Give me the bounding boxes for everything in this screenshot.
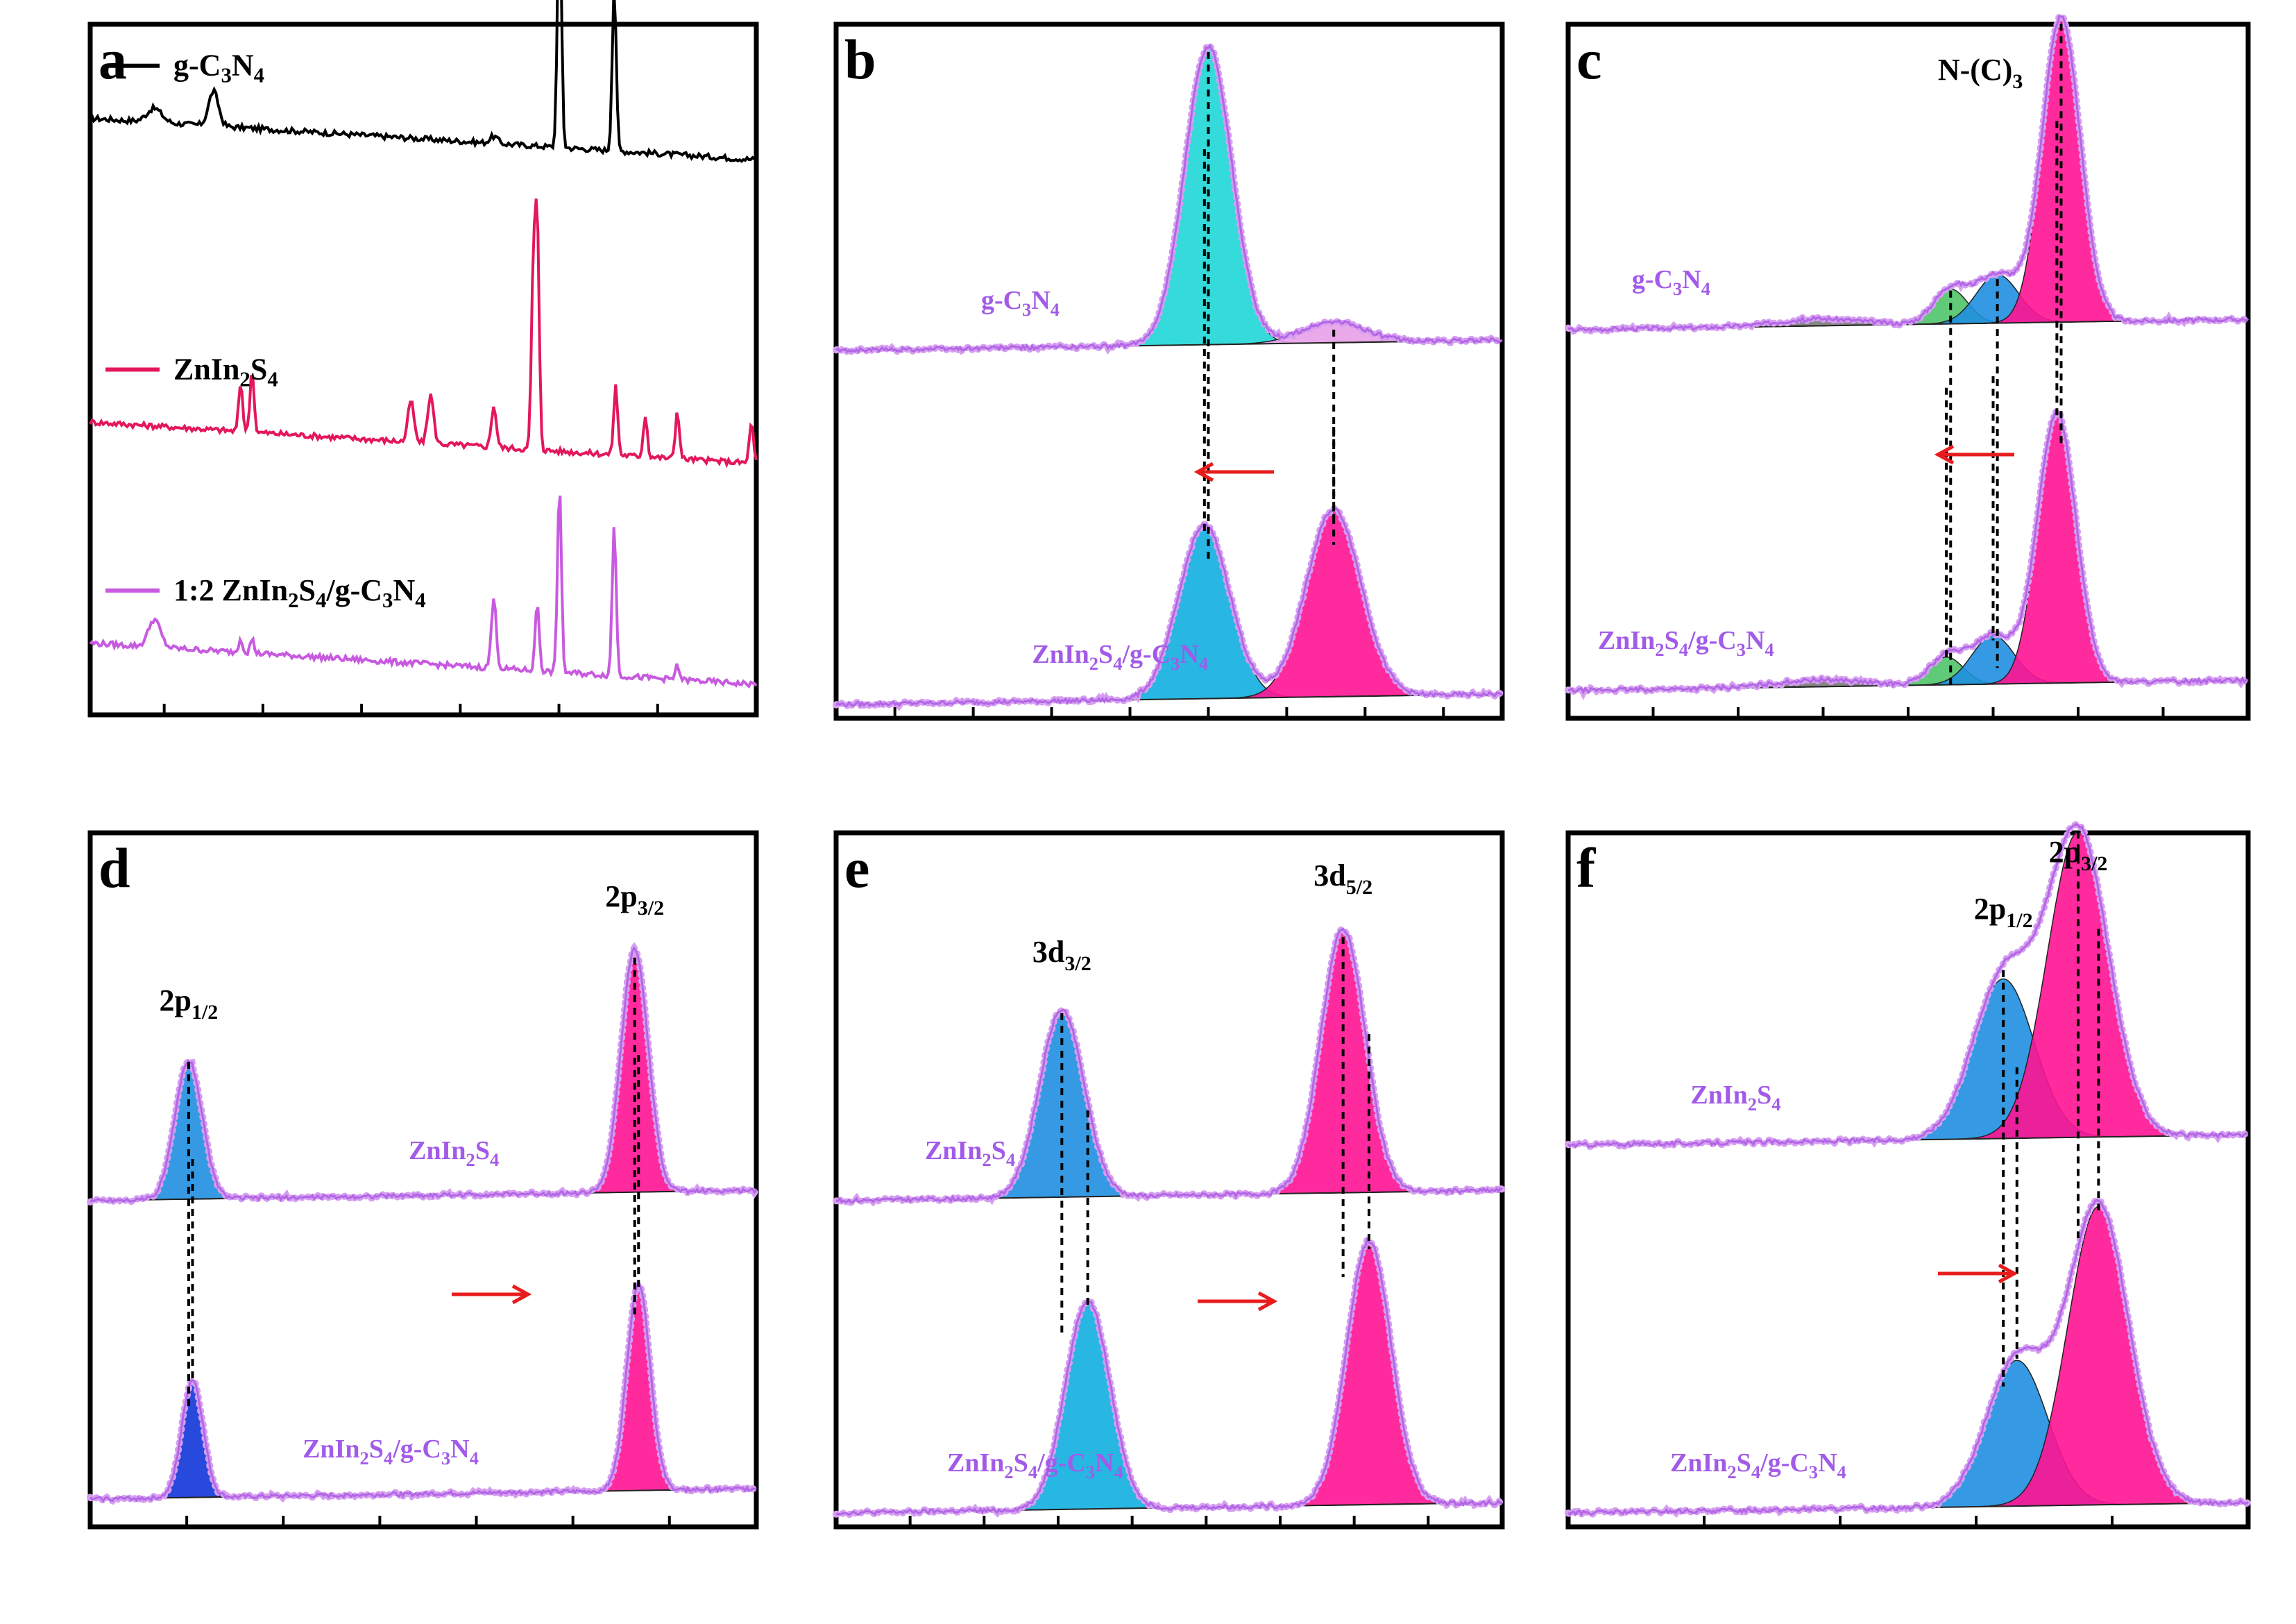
- plot-frame: [833, 22, 1505, 721]
- series-label: ZnIn2S4/g-C3N4: [947, 1448, 1123, 1482]
- shift-arrow: [1198, 1291, 1278, 1312]
- legend-label: g-C3N4: [173, 49, 264, 87]
- assignment-label: 3d5/2: [1313, 858, 1372, 899]
- envelope-line: [835, 43, 1503, 354]
- panel-letter: e: [844, 836, 869, 899]
- fit-component: [835, 45, 1503, 351]
- plot-frame: [87, 830, 759, 1530]
- series-label: ZnIn2S4: [925, 1136, 1015, 1170]
- envelope-line: [89, 1283, 757, 1503]
- panel-letter: d: [99, 836, 130, 899]
- panel-letter: f: [1576, 836, 1597, 899]
- assignment-label: 2p3/2: [2049, 835, 2108, 875]
- series-label: ZnIn2S4: [409, 1136, 499, 1170]
- legend-label: 1:2 ZnIn2S4/g-C3N4: [173, 573, 426, 612]
- fit-component: [835, 1240, 1503, 1514]
- fit-component: [1567, 831, 2249, 1146]
- assignment-label: 2p1/2: [159, 983, 218, 1024]
- raw-data-markers: [1565, 820, 2252, 1153]
- panel-c: c g-C3N4 ZnIn2S4/g-C3N4 N-(C)3: [1565, 12, 2252, 721]
- panel-letter: b: [844, 28, 876, 91]
- shift-arrow: [1934, 444, 2014, 465]
- series-label: ZnIn2S4/g-C3N4: [1598, 626, 1774, 660]
- plot-frame: [87, 22, 759, 718]
- plot-frame: [1565, 830, 2251, 1530]
- assignment-label: N-(C)3: [1938, 53, 2023, 93]
- series-label: ZnIn2S4: [1690, 1081, 1780, 1115]
- panel-a: a g-C3N4 ZnIn2S4 1:2 ZnIn2S4/g-C3N4: [87, 0, 759, 718]
- shift-arrow: [1193, 462, 1274, 482]
- shift-arrow: [452, 1284, 532, 1305]
- assignment-label: 2p3/2: [605, 879, 664, 920]
- panel-letter: a: [99, 28, 127, 91]
- panel-f: f ZnIn2S4 ZnIn2S4/g-C3N4 2p1/2 2p3/2: [1565, 820, 2252, 1530]
- envelope-line: [90, 946, 758, 1204]
- series-label: g-C3N4: [981, 286, 1060, 320]
- panel-d: d ZnIn2S4 ZnIn2S4/g-C3N4 2p1/2 2p3/2: [87, 830, 760, 1530]
- assignment-label: 2p1/2: [1974, 892, 2033, 932]
- envelope-line: [1567, 1199, 2249, 1517]
- legend-label: ZnIn2S4: [173, 353, 278, 391]
- envelope-line: [1567, 409, 2249, 695]
- plot-frame: [833, 830, 1505, 1530]
- survey-line: [89, 496, 758, 689]
- assignment-label: 3d3/2: [1032, 935, 1091, 975]
- plot-frame: [1565, 22, 2251, 721]
- shift-arrow: [1938, 1263, 2018, 1284]
- panel-b: b g-C3N4 ZnIn2S4/g-C3N4: [833, 22, 1506, 721]
- envelope-line: [835, 507, 1503, 709]
- envelope-line: [1567, 15, 2250, 333]
- envelope-line: [835, 1237, 1503, 1516]
- survey-line: [89, 198, 758, 468]
- fit-component: [835, 1009, 1503, 1201]
- series-label: ZnIn2S4/g-C3N4: [303, 1435, 479, 1469]
- panel-letter: c: [1576, 28, 1601, 91]
- fit-component: [835, 524, 1503, 705]
- series-label: ZnIn2S4/g-C3N4: [1032, 640, 1208, 674]
- series-label: g-C3N4: [1632, 265, 1710, 299]
- envelope-line: [1567, 822, 2249, 1149]
- envelope-line: [836, 927, 1503, 1204]
- series-label: ZnIn2S4/g-C3N4: [1670, 1448, 1846, 1482]
- survey-line: [90, 0, 758, 163]
- panel-e: e ZnIn2S4 ZnIn2S4/g-C3N4 3d3/2 3d5/2: [833, 830, 1506, 1530]
